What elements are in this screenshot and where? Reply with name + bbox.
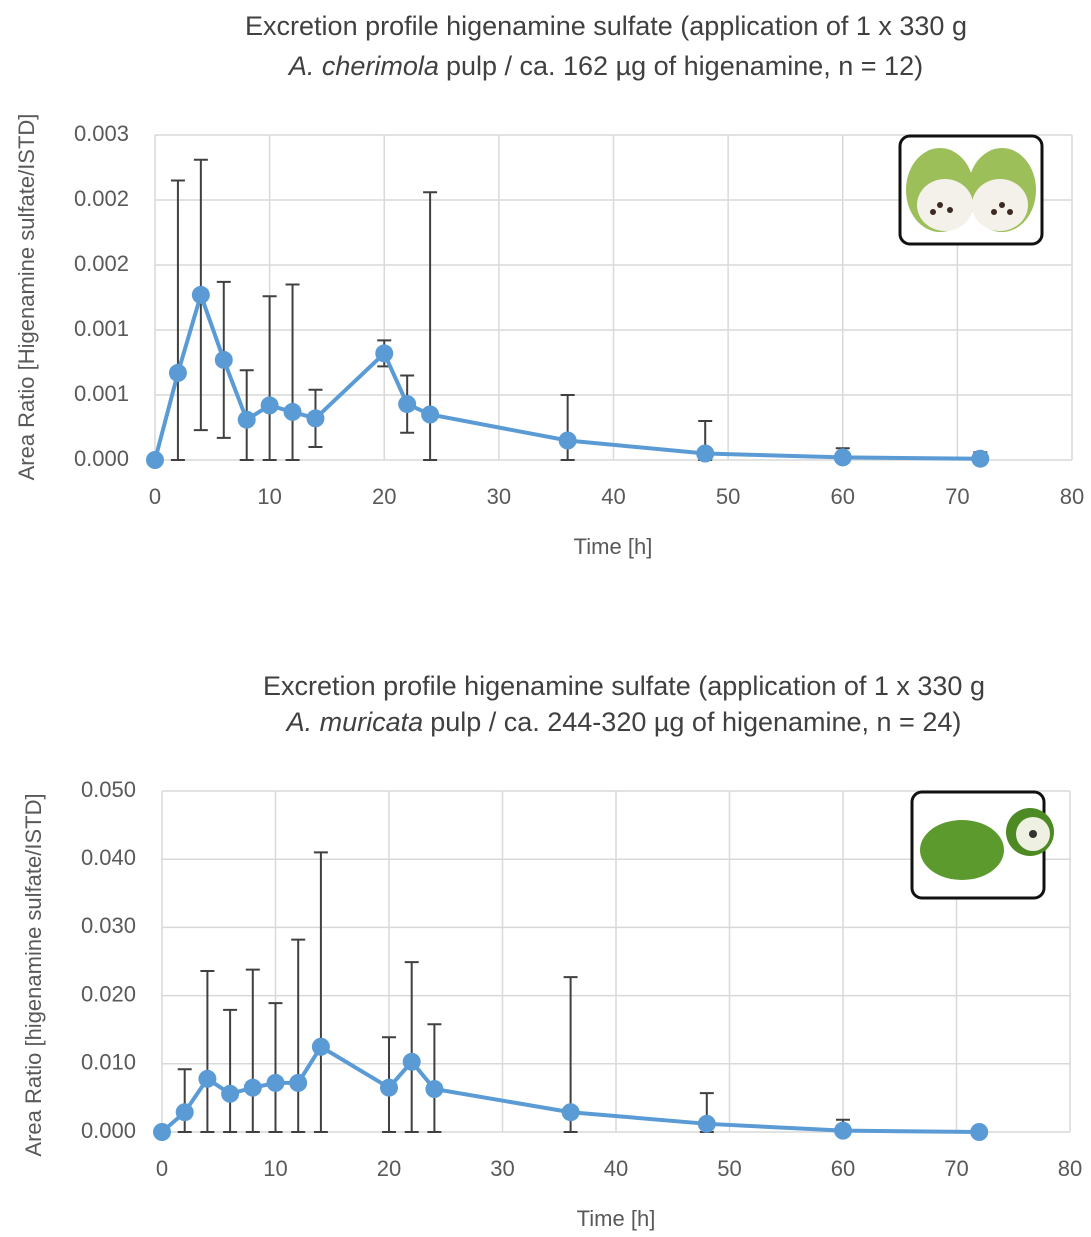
x-axis-label: Time [h] bbox=[577, 1206, 656, 1231]
data-point bbox=[561, 1103, 580, 1122]
data-point bbox=[214, 350, 233, 369]
y-tick-label: 0.002 bbox=[74, 186, 129, 211]
y-axis-label: Area Ratio [Higenamine sulfate/ISTD] bbox=[14, 114, 39, 481]
fruit-image bbox=[898, 134, 1044, 246]
x-axis-label: Time [h] bbox=[574, 534, 653, 559]
x-tick-label: 80 bbox=[1058, 1156, 1082, 1181]
title-species: A. muricata bbox=[285, 707, 424, 737]
x-tick-label: 0 bbox=[156, 1156, 168, 1181]
x-tick-label: 80 bbox=[1060, 484, 1084, 509]
chart-title: A. muricata pulp / ca. 244-320 µg of hige… bbox=[285, 707, 962, 737]
data-point bbox=[375, 344, 394, 363]
error-bar bbox=[427, 1023, 442, 1133]
x-tick-label: 60 bbox=[831, 1156, 855, 1181]
x-tick-label: 30 bbox=[490, 1156, 514, 1181]
y-tick-label: 0.030 bbox=[81, 913, 136, 938]
title-rest: pulp / ca. 244-320 µg of higenamine, n =… bbox=[430, 707, 961, 737]
data-point bbox=[243, 1078, 262, 1097]
x-tick-label: 20 bbox=[372, 484, 396, 509]
data-point bbox=[971, 449, 990, 468]
error-bar bbox=[245, 968, 260, 1133]
chart-title: A. cherimola pulp / ca. 162 µg of higenam… bbox=[287, 51, 923, 81]
x-tick-label: 70 bbox=[944, 1156, 968, 1181]
error-bar bbox=[170, 179, 185, 461]
data-point bbox=[558, 431, 577, 450]
y-tick-label: 0.001 bbox=[74, 316, 129, 341]
data-point bbox=[425, 1080, 444, 1099]
y-axis-label: Area Ratio [higenamine sulfate/ISTD] bbox=[21, 793, 46, 1156]
data-point bbox=[266, 1073, 285, 1092]
error-bar bbox=[262, 295, 277, 461]
data-point bbox=[237, 410, 256, 429]
error-bar bbox=[404, 961, 419, 1133]
data-point bbox=[221, 1084, 240, 1103]
y-tick-label: 0.040 bbox=[81, 845, 136, 870]
data-point bbox=[289, 1073, 308, 1092]
x-tick-label: 40 bbox=[601, 484, 625, 509]
y-tick-label: 0.010 bbox=[81, 1050, 136, 1075]
error-bar bbox=[291, 938, 306, 1133]
x-tick-label: 60 bbox=[831, 484, 855, 509]
data-point bbox=[398, 395, 417, 414]
error-bar bbox=[200, 970, 215, 1133]
data-point bbox=[697, 1114, 716, 1133]
y-tick-label: 0.002 bbox=[74, 251, 129, 276]
error-bar bbox=[560, 394, 575, 461]
data-point bbox=[306, 409, 325, 428]
x-tick-label: 50 bbox=[717, 1156, 741, 1181]
x-tick-label: 0 bbox=[149, 484, 161, 509]
data-point bbox=[834, 1121, 852, 1140]
data-point bbox=[696, 444, 715, 463]
chart-title: Excretion profile higenamine sulfate (ap… bbox=[263, 671, 985, 701]
error-bar bbox=[223, 1008, 238, 1133]
y-tick-label: 0.003 bbox=[74, 121, 129, 146]
data-point bbox=[153, 1123, 171, 1141]
x-tick-label: 70 bbox=[945, 484, 969, 509]
data-point bbox=[402, 1052, 421, 1071]
data-point bbox=[175, 1103, 194, 1122]
data-point bbox=[283, 402, 302, 421]
x-tick-label: 50 bbox=[716, 484, 740, 509]
chart-title: Excretion profile higenamine sulfate (ap… bbox=[245, 11, 967, 41]
data-point bbox=[311, 1037, 330, 1056]
data-point bbox=[198, 1069, 217, 1088]
title-species: A. cherimola bbox=[287, 51, 439, 81]
y-tick-label: 0.000 bbox=[74, 446, 129, 471]
error-bar bbox=[177, 1068, 192, 1133]
data-point bbox=[421, 405, 440, 424]
x-tick-label: 40 bbox=[604, 1156, 628, 1181]
x-tick-label: 10 bbox=[263, 1156, 287, 1181]
data-point bbox=[146, 451, 164, 469]
error-bar bbox=[313, 851, 328, 1133]
data-point bbox=[380, 1078, 398, 1097]
data-point bbox=[970, 1123, 989, 1141]
x-tick-label: 20 bbox=[377, 1156, 401, 1181]
error-bar bbox=[285, 283, 300, 461]
x-tick-label: 10 bbox=[257, 484, 281, 509]
data-point bbox=[168, 363, 187, 382]
y-tick-label: 0.020 bbox=[81, 981, 136, 1006]
data-point bbox=[260, 396, 279, 415]
error-bar bbox=[268, 1002, 283, 1133]
x-tick-label: 30 bbox=[487, 484, 511, 509]
data-point bbox=[833, 448, 852, 467]
y-tick-label: 0.050 bbox=[81, 777, 136, 802]
data-point bbox=[191, 285, 210, 304]
y-tick-label: 0.001 bbox=[74, 381, 129, 406]
fruit-image bbox=[910, 790, 1054, 900]
title-rest: pulp / ca. 162 µg of higenamine, n = 12) bbox=[446, 51, 923, 81]
y-tick-label: 0.000 bbox=[81, 1118, 136, 1143]
